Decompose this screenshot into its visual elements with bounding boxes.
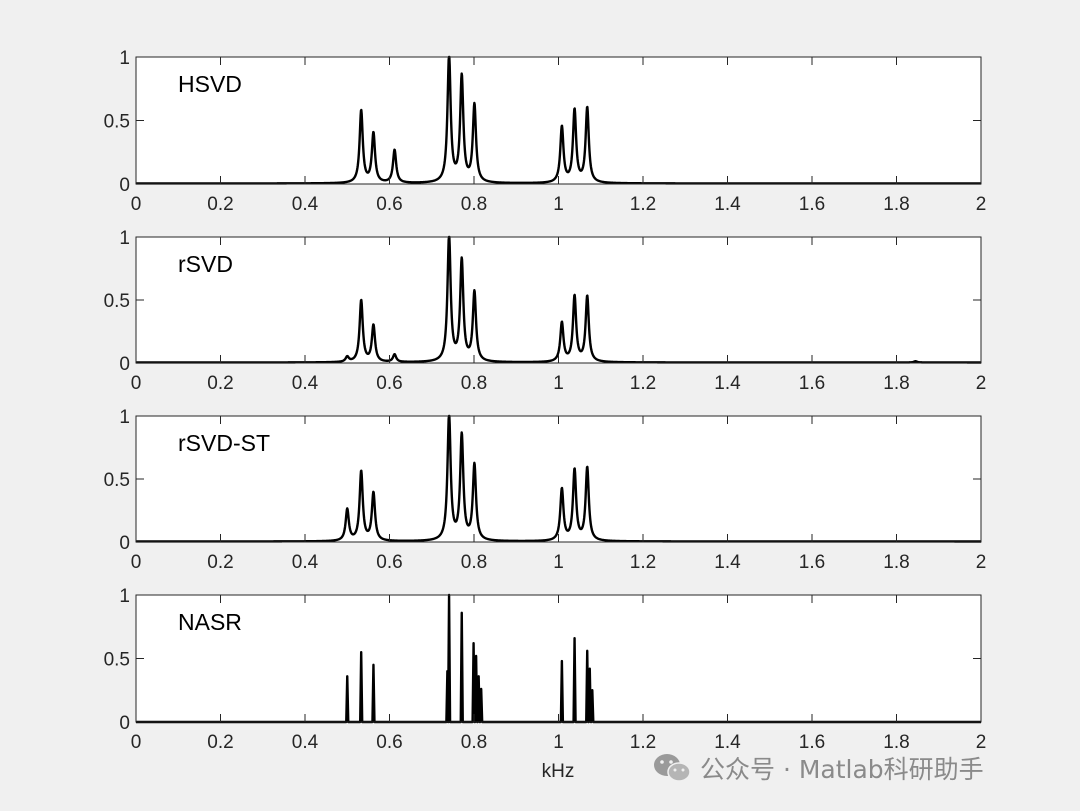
x-tick-label: 0.4 <box>292 194 319 215</box>
wechat-icon <box>654 754 691 782</box>
y-tick-label: 0 <box>119 533 130 554</box>
x-tick-label: 1.2 <box>630 373 656 394</box>
x-tick-label: 0.6 <box>376 732 402 753</box>
y-tick-label: 0 <box>119 175 130 196</box>
panel-label: NASR <box>178 609 242 635</box>
y-tick-label: 0.5 <box>104 470 130 491</box>
y-tick-label: 0 <box>119 713 130 734</box>
panel-label: rSVD <box>178 251 233 277</box>
panel-rsvd: 0 0.2 0.4 0.6 0.8 1 1.2 1.4 1.6 1.8 2 0 0.5 1 rSVD <box>104 228 987 394</box>
x-tick-label: 0.6 <box>376 194 402 215</box>
x-tick-label: 0.8 <box>461 373 487 394</box>
x-tick-label: 0.2 <box>207 732 233 753</box>
axes-background <box>136 595 981 722</box>
x-tick-label: 1.8 <box>883 732 909 753</box>
watermark: 公众号 · Matlab科研助手 <box>652 750 984 786</box>
x-tick-label: 1.2 <box>630 732 656 753</box>
y-tick-label: 1 <box>119 586 130 607</box>
series-line-rsvd <box>135 235 982 364</box>
x-tick-label: 0.4 <box>292 552 319 573</box>
x-tick-label: 1.6 <box>799 194 825 215</box>
series-line-nasr <box>136 593 981 724</box>
x-tick-label: 0.4 <box>292 732 319 753</box>
x-tick-label: 0.6 <box>376 373 402 394</box>
x-tick-label: 0.8 <box>461 194 487 215</box>
x-tick-label: 0 <box>131 373 142 394</box>
axes-background <box>136 237 981 363</box>
x-axis-label: kHz <box>542 761 575 782</box>
y-tick-label: 0.5 <box>104 291 130 312</box>
y-tick-label: 1 <box>119 228 130 249</box>
x-tick-label: 0.2 <box>207 552 233 573</box>
y-tick-label: 0.5 <box>104 650 130 671</box>
x-tick-label: 1.4 <box>714 732 741 753</box>
x-tick-label: 2 <box>976 552 987 573</box>
x-tick-label: 0.2 <box>207 194 233 215</box>
x-tick-label: 1.2 <box>630 552 656 573</box>
x-tick-label: 1.8 <box>883 552 909 573</box>
x-tick-label: 0.4 <box>292 373 319 394</box>
x-tick-label: 0.8 <box>461 732 487 753</box>
y-tick-label: 0.5 <box>104 112 130 133</box>
x-tick-label: 1.8 <box>883 194 909 215</box>
x-tick-label: 0 <box>131 194 142 215</box>
panel-label: HSVD <box>178 71 242 97</box>
x-tick-label: 1.6 <box>799 732 825 753</box>
x-tick-label: 0.2 <box>207 373 233 394</box>
panel-nasr: 0 0.2 0.4 0.6 0.8 1 1.2 1.4 1.6 1.8 2 0 0.5 1 NASR <box>104 586 987 753</box>
x-tick-label: 1.2 <box>630 194 656 215</box>
x-tick-label: 2 <box>976 732 987 753</box>
x-tick-label: 0 <box>131 732 142 753</box>
y-tick-label: 1 <box>119 407 130 428</box>
x-tick-label: 2 <box>976 194 987 215</box>
panel-hsvd: 0 0.2 0.4 0.6 0.8 1 1.2 1.4 1.6 1.8 2 0 0.5 1 HSVD <box>104 48 987 215</box>
x-tick-label: 2 <box>976 373 987 394</box>
x-tick-label: 1.4 <box>714 552 741 573</box>
x-tick-label: 1.8 <box>883 373 909 394</box>
x-tick-label: 1.4 <box>714 194 741 215</box>
y-tick-label: 0 <box>119 354 130 375</box>
x-tick-label: 0 <box>131 552 142 573</box>
panels: 0 0.2 0.4 0.6 0.8 1 1.2 1.4 1.6 1.8 2 0 0.5 1 HSVD 0 0.2… <box>104 48 987 753</box>
x-tick-label: 1 <box>553 732 564 753</box>
x-tick-label: 1.6 <box>799 373 825 394</box>
panel-rsvd-st: 0 0.2 0.4 0.6 0.8 1 1.2 1.4 1.6 1.8 2 0 0.5 1 rSVD-ST <box>104 407 987 573</box>
x-tick-label: 1.6 <box>799 552 825 573</box>
watermark-text: 公众号 · Matlab科研助手 <box>700 755 984 784</box>
x-tick-label: 1 <box>553 552 564 573</box>
panel-label: rSVD-ST <box>178 430 270 456</box>
x-tick-label: 0.6 <box>376 552 402 573</box>
x-tick-label: 0.8 <box>461 552 487 573</box>
x-tick-label: 1.4 <box>714 373 741 394</box>
series-line-hsvd <box>135 55 982 185</box>
y-tick-label: 1 <box>119 48 130 69</box>
series-line-rsvd-st <box>135 414 982 543</box>
x-tick-label: 1 <box>553 194 564 215</box>
x-tick-label: 1 <box>553 373 564 394</box>
